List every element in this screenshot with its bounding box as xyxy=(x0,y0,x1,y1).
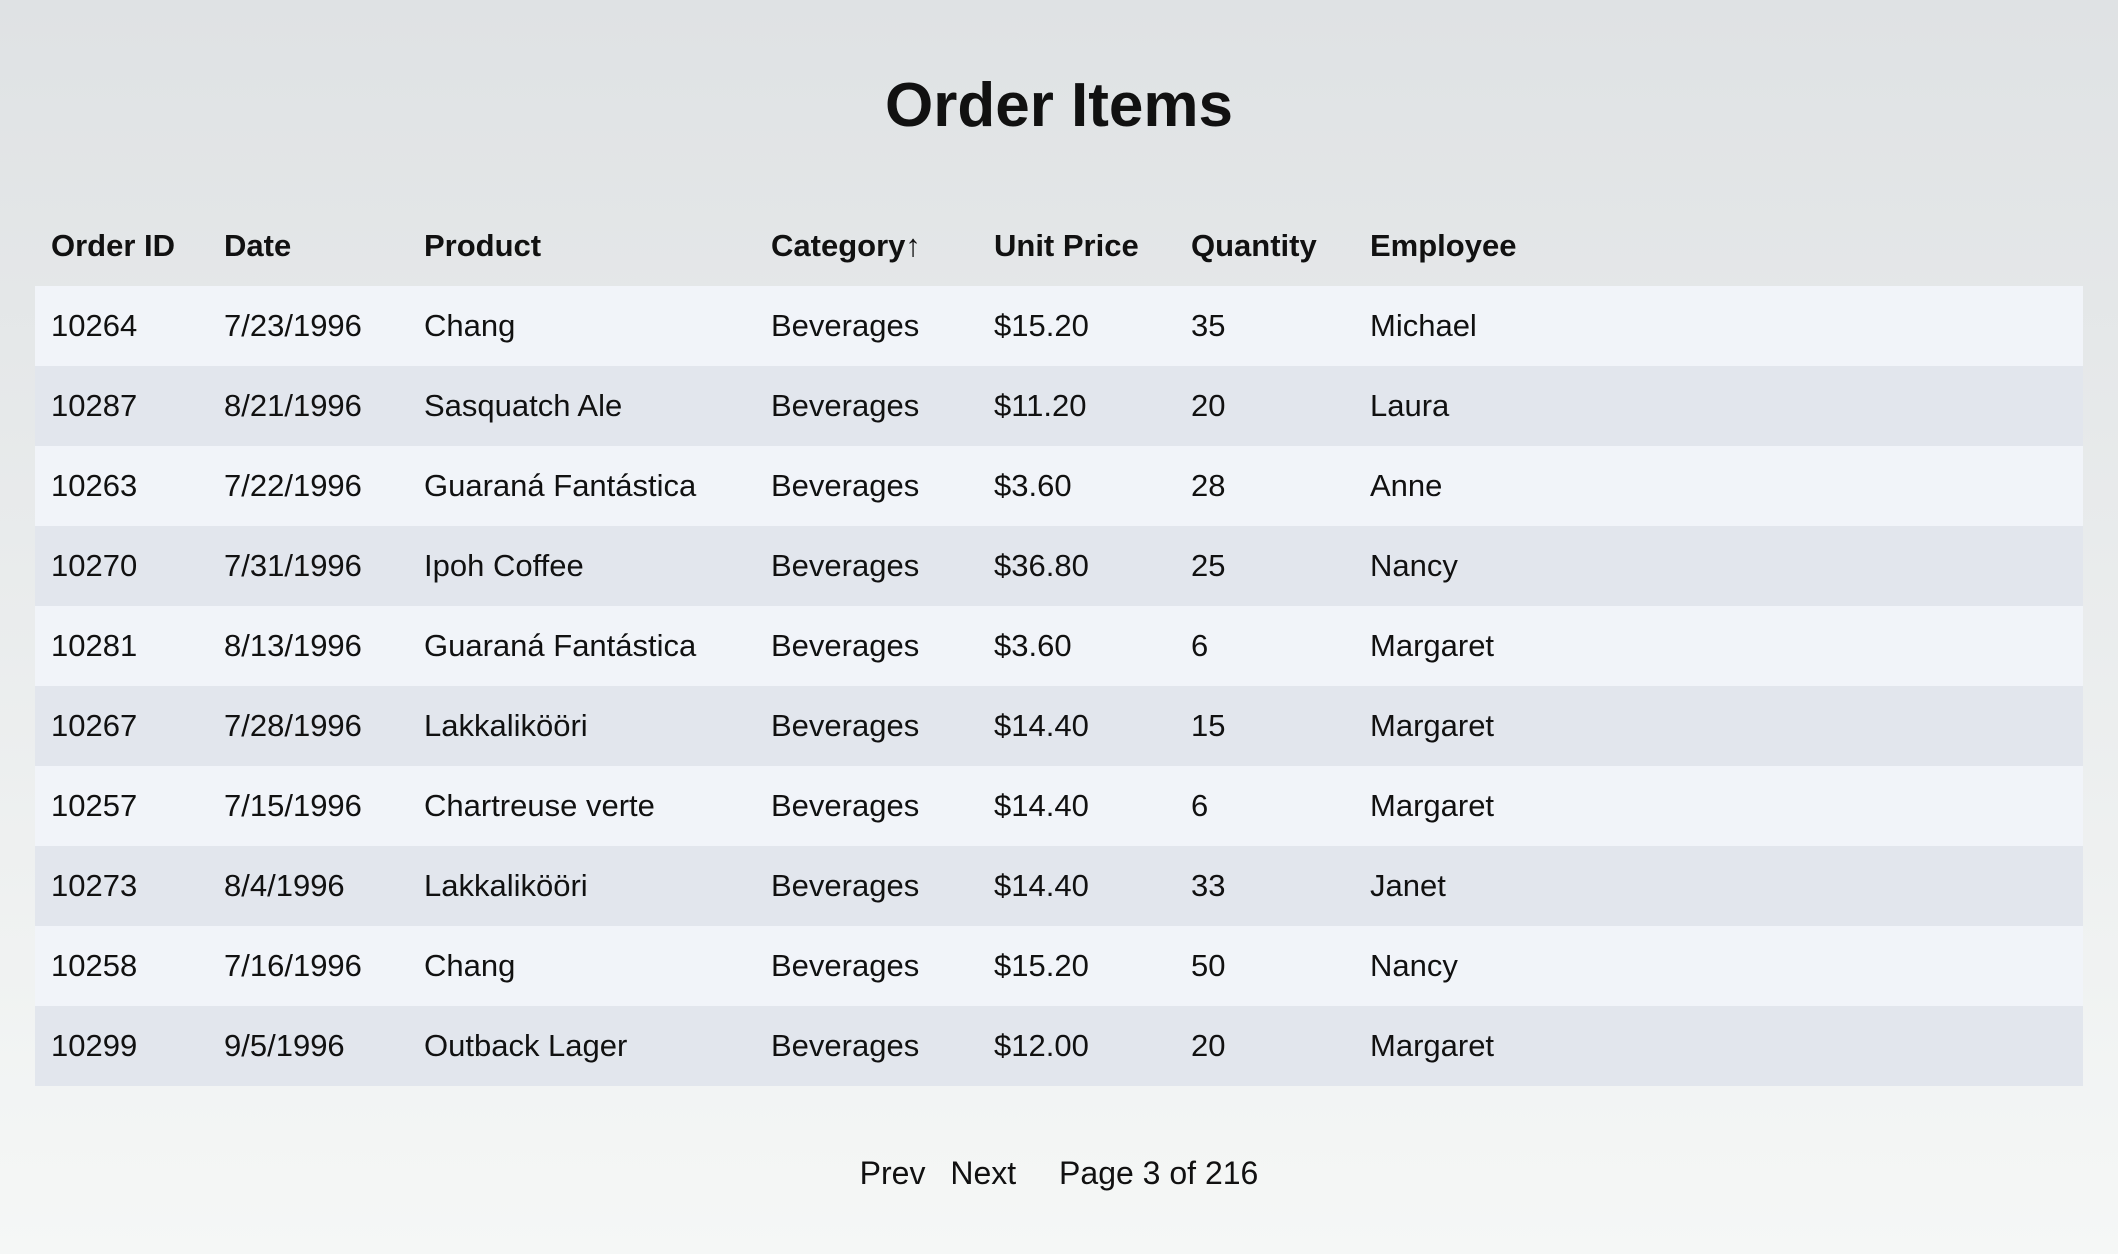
cell-employee: Margaret xyxy=(1370,708,1495,743)
cell-quantity: 20 xyxy=(1191,388,1226,423)
cell-category: Beverages xyxy=(771,548,920,583)
cell-unit-price: $15.20 xyxy=(994,948,1089,983)
cell-category: Beverages xyxy=(771,388,920,423)
table-row[interactable]: 10281 8/13/1996 Guaraná Fantástica Beverage… xyxy=(35,606,2083,686)
cell-employee: Michael xyxy=(1370,308,1477,343)
pagination: Prev Next Page 3 of 216 xyxy=(0,1150,2118,1196)
cell-order-id: 10299 xyxy=(51,1028,138,1063)
cell-product: Chartreuse verte xyxy=(424,788,655,823)
cell-order-id: 10267 xyxy=(51,708,138,743)
cell-employee: Nancy xyxy=(1370,948,1458,983)
table-row[interactable]: 10258 7/16/1996 Chang Beverages $15.20 50 Nanc… xyxy=(35,926,2083,1006)
cell-product: Guaraná Fantástica xyxy=(424,628,697,663)
cell-unit-price: $15.20 xyxy=(994,308,1089,343)
cell-unit-price: $14.40 xyxy=(994,708,1089,743)
column-header-order-id[interactable]: Order ID xyxy=(51,228,176,263)
cell-quantity: 50 xyxy=(1191,948,1226,983)
column-header-employee[interactable]: Employee xyxy=(1370,228,1517,263)
cell-unit-price: $14.40 xyxy=(994,868,1089,903)
column-header-category[interactable]: Category↑ xyxy=(771,228,921,263)
cell-employee: Margaret xyxy=(1370,628,1495,663)
cell-date: 7/15/1996 xyxy=(224,788,362,823)
cell-order-id: 10270 xyxy=(51,548,138,583)
prev-button[interactable]: Prev xyxy=(859,1155,926,1191)
cell-date: 7/16/1996 xyxy=(224,948,362,983)
cell-quantity: 25 xyxy=(1191,548,1226,583)
cell-quantity: 6 xyxy=(1191,628,1209,663)
cell-employee: Laura xyxy=(1370,388,1450,423)
cell-quantity: 28 xyxy=(1191,468,1226,503)
cell-product: Chang xyxy=(424,948,516,983)
table-row[interactable]: 10257 7/15/1996 Chartreuse verte Beverages $… xyxy=(35,766,2083,846)
cell-product: Sasquatch Ale xyxy=(424,388,623,423)
cell-date: 8/4/1996 xyxy=(224,868,345,903)
page-title: Order Items xyxy=(884,71,1234,140)
cell-order-id: 10258 xyxy=(51,948,138,983)
cell-category: Beverages xyxy=(771,868,920,903)
cell-category: Beverages xyxy=(771,468,920,503)
cell-product: Lakkalikööri xyxy=(424,708,588,743)
cell-unit-price: $11.20 xyxy=(994,388,1087,423)
table-row[interactable]: 10287 8/21/1996 Sasquatch Ale Beverages $11.… xyxy=(35,366,2083,446)
cell-order-id: 10257 xyxy=(51,788,138,823)
column-header-product[interactable]: Product xyxy=(424,228,542,263)
cell-order-id: 10263 xyxy=(51,468,138,503)
order-items-table: Order ID Date Product Category↑ Unit Price Qu… xyxy=(35,206,2083,1086)
cell-quantity: 6 xyxy=(1191,788,1209,823)
next-button[interactable]: Next xyxy=(950,1155,1017,1191)
cell-category: Beverages xyxy=(771,628,920,663)
page-info: Page 3 of 216 xyxy=(1059,1155,1259,1191)
cell-order-id: 10287 xyxy=(51,388,138,423)
column-header-unit-price[interactable]: Unit Price xyxy=(994,228,1139,263)
cell-order-id: 10281 xyxy=(51,628,138,663)
table-row[interactable]: 10264 7/23/1996 Chang Beverages $15.20 35 Mich… xyxy=(35,286,2083,366)
table-header-row: Order ID Date Product Category↑ Unit Price Qu… xyxy=(35,206,2083,286)
table-row[interactable]: 10263 7/22/1996 Guaraná Fantástica Beverage… xyxy=(35,446,2083,526)
cell-order-id: 10273 xyxy=(51,868,138,903)
cell-date: 7/22/1996 xyxy=(224,468,362,503)
cell-unit-price: $36.80 xyxy=(994,548,1089,583)
cell-employee: Janet xyxy=(1370,868,1446,903)
cell-employee: Nancy xyxy=(1370,548,1458,583)
cell-quantity: 15 xyxy=(1191,708,1226,743)
cell-order-id: 10264 xyxy=(51,308,138,343)
cell-quantity: 35 xyxy=(1191,308,1226,343)
cell-date: 7/28/1996 xyxy=(224,708,362,743)
cell-product: Ipoh Coffee xyxy=(424,548,584,583)
cell-date: 8/13/1996 xyxy=(224,628,362,663)
cell-product: Chang xyxy=(424,308,516,343)
table-row[interactable]: 10273 8/4/1996 Lakkalikööri Beverages $14.40… xyxy=(35,846,2083,926)
cell-product: Lakkalikööri xyxy=(424,868,588,903)
cell-unit-price: $14.40 xyxy=(994,788,1089,823)
table-row[interactable]: 10270 7/31/1996 Ipoh Coffee Beverages $36.80… xyxy=(35,526,2083,606)
cell-product: Guaraná Fantástica xyxy=(424,468,697,503)
cell-quantity: 33 xyxy=(1191,868,1226,903)
cell-quantity: 20 xyxy=(1191,1028,1226,1063)
cell-date: 8/21/1996 xyxy=(224,388,362,423)
cell-employee: Margaret xyxy=(1370,788,1495,823)
column-header-quantity[interactable]: Quantity xyxy=(1191,228,1317,263)
cell-unit-price: $3.60 xyxy=(994,468,1072,503)
cell-product: Outback Lager xyxy=(424,1028,628,1063)
cell-unit-price: $3.60 xyxy=(994,628,1072,663)
cell-category: Beverages xyxy=(771,1028,920,1063)
table-row[interactable]: 10267 7/28/1996 Lakkalikööri Beverages $14.4… xyxy=(35,686,2083,766)
cell-date: 7/31/1996 xyxy=(224,548,362,583)
column-header-date[interactable]: Date xyxy=(224,228,292,263)
cell-category: Beverages xyxy=(771,788,920,823)
cell-category: Beverages xyxy=(771,948,920,983)
cell-date: 7/23/1996 xyxy=(224,308,362,343)
table-row[interactable]: 10299 9/5/1996 Outback Lager Beverages $12.0… xyxy=(35,1006,2083,1086)
cell-category: Beverages xyxy=(771,708,920,743)
cell-category: Beverages xyxy=(771,308,920,343)
cell-employee: Margaret xyxy=(1370,1028,1495,1063)
cell-employee: Anne xyxy=(1370,468,1443,503)
cell-date: 9/5/1996 xyxy=(224,1028,345,1063)
cell-unit-price: $12.00 xyxy=(994,1028,1089,1063)
